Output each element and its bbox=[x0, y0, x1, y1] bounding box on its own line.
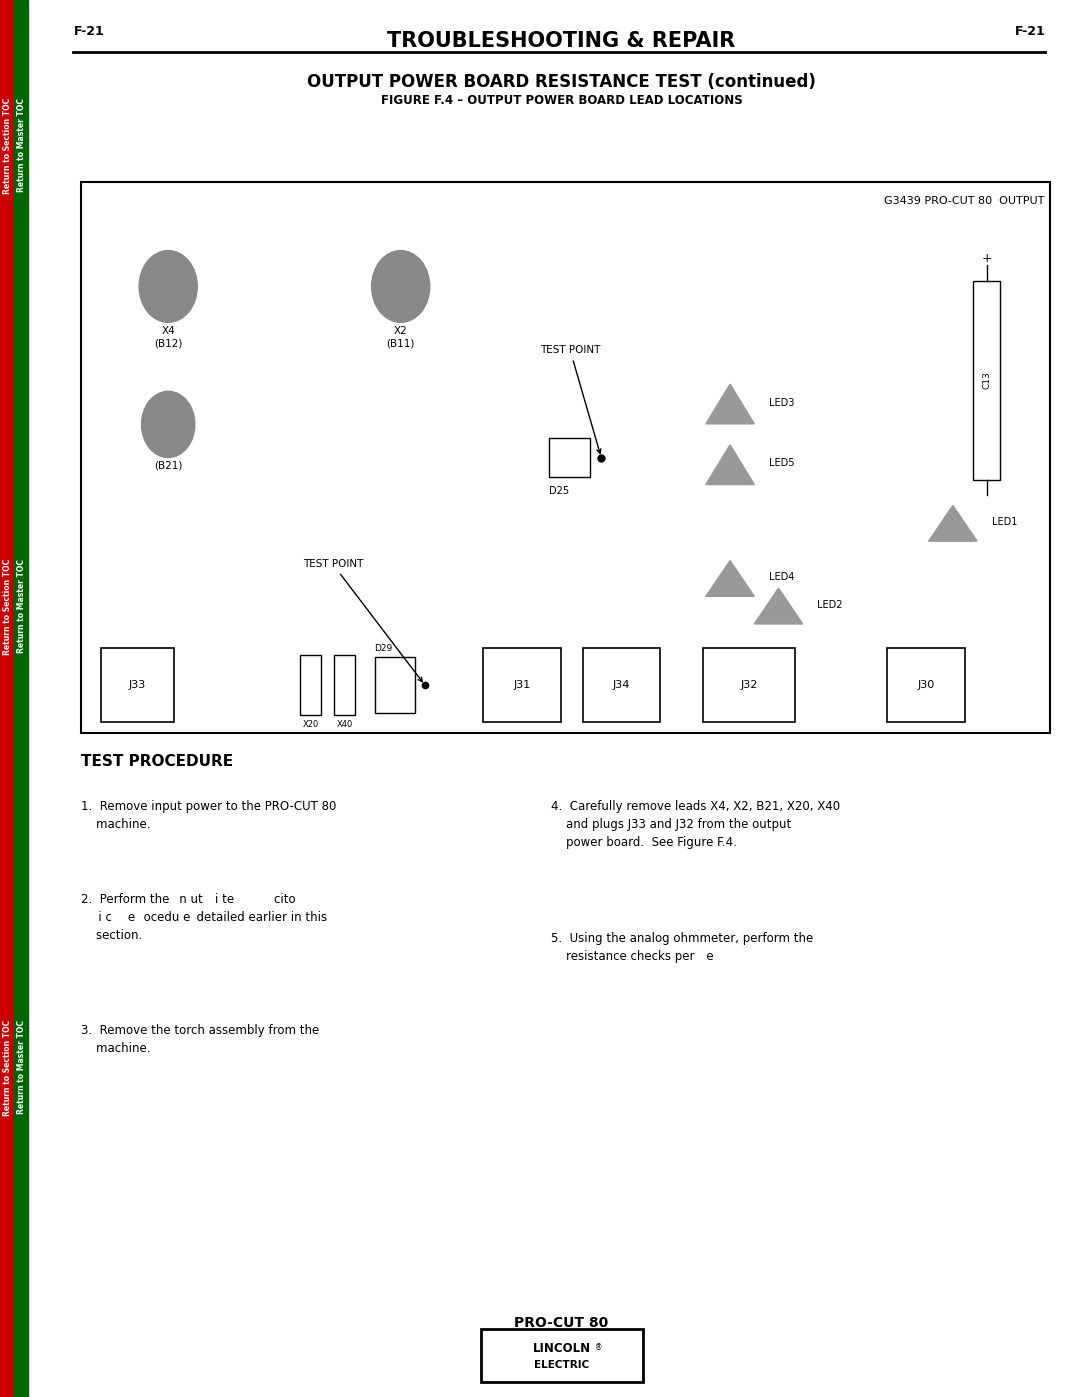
Text: ®: ® bbox=[595, 1343, 603, 1352]
Bar bbox=[81, 182, 1050, 733]
Text: X2
(B11): X2 (B11) bbox=[387, 326, 415, 348]
Text: TEST PROCEDURE: TEST PROCEDURE bbox=[81, 754, 233, 770]
Text: J31: J31 bbox=[513, 680, 530, 690]
Text: J30: J30 bbox=[917, 680, 934, 690]
Ellipse shape bbox=[372, 250, 430, 323]
Polygon shape bbox=[706, 444, 754, 485]
Text: TROUBLESHOOTING & REPAIR: TROUBLESHOOTING & REPAIR bbox=[388, 31, 735, 50]
Text: 4.  Carefully remove leads X4, X2, B21, X20, X40
    and plugs J33 and J32 from : 4. Carefully remove leads X4, X2, B21, X… bbox=[551, 800, 840, 849]
Bar bbox=[703, 648, 796, 722]
Text: 3.  Remove the torch assembly from the
    machine.: 3. Remove the torch assembly from the ma… bbox=[81, 1024, 320, 1055]
Bar bbox=[300, 655, 321, 715]
Text: TEST POINT: TEST POINT bbox=[540, 345, 600, 454]
Bar bbox=[583, 648, 660, 722]
Text: X4
(B12): X4 (B12) bbox=[154, 326, 183, 348]
Text: LED3: LED3 bbox=[769, 398, 794, 408]
Text: D29: D29 bbox=[375, 644, 393, 652]
Text: Return to Master TOC: Return to Master TOC bbox=[16, 559, 26, 652]
Text: 2.  Perform the   n ut    i te           cito
     i c     e   ocedu e  detailed: 2. Perform the n ut i te cito i c e oced… bbox=[81, 893, 327, 942]
Text: F-21: F-21 bbox=[73, 25, 104, 38]
Text: ELECTRIC: ELECTRIC bbox=[534, 1359, 590, 1369]
Text: Return to Master TOC: Return to Master TOC bbox=[16, 1020, 26, 1113]
Text: X40: X40 bbox=[336, 721, 353, 729]
Text: +: + bbox=[982, 253, 993, 265]
Text: LED1: LED1 bbox=[991, 517, 1017, 527]
Bar bbox=[334, 655, 355, 715]
Text: (B21): (B21) bbox=[154, 461, 183, 471]
Text: LED2: LED2 bbox=[818, 599, 842, 610]
Polygon shape bbox=[754, 588, 802, 624]
Bar bbox=[549, 437, 590, 478]
Text: F-21: F-21 bbox=[1015, 25, 1045, 38]
Ellipse shape bbox=[141, 391, 194, 458]
Text: OUTPUT POWER BOARD RESISTANCE TEST (continued): OUTPUT POWER BOARD RESISTANCE TEST (cont… bbox=[307, 73, 816, 91]
Text: LED5: LED5 bbox=[769, 458, 794, 468]
Text: Return to Section TOC: Return to Section TOC bbox=[2, 559, 12, 655]
Text: C13: C13 bbox=[983, 372, 991, 390]
Text: LINCOLN: LINCOLN bbox=[532, 1343, 591, 1355]
Text: LED4: LED4 bbox=[769, 573, 794, 583]
Text: Return to Section TOC: Return to Section TOC bbox=[2, 98, 12, 194]
Text: TEST POINT: TEST POINT bbox=[302, 559, 422, 682]
Bar bbox=[483, 648, 561, 722]
Text: 5.  Using the analog ohmmeter, perform the
    resistance checks per     e: 5. Using the analog ohmmeter, perform th… bbox=[551, 932, 813, 963]
Bar bbox=[375, 657, 415, 712]
Bar bbox=[14, 0, 28, 1397]
Text: X20: X20 bbox=[302, 721, 319, 729]
Polygon shape bbox=[706, 560, 754, 597]
Text: D25: D25 bbox=[549, 486, 569, 496]
Text: J32: J32 bbox=[741, 680, 758, 690]
Polygon shape bbox=[706, 384, 754, 423]
Bar bbox=[973, 281, 1000, 479]
Bar bbox=[481, 1329, 643, 1382]
Text: J33: J33 bbox=[129, 680, 146, 690]
Bar bbox=[887, 648, 964, 722]
Ellipse shape bbox=[139, 250, 198, 323]
Text: J34: J34 bbox=[612, 680, 631, 690]
Text: 1.  Remove input power to the PRO-CUT 80
    machine.: 1. Remove input power to the PRO-CUT 80 … bbox=[81, 800, 336, 831]
Text: PRO-CUT 80: PRO-CUT 80 bbox=[514, 1316, 609, 1330]
Text: Return to Master TOC: Return to Master TOC bbox=[16, 98, 26, 191]
Text: FIGURE F.4 – OUTPUT POWER BOARD LEAD LOCATIONS: FIGURE F.4 – OUTPUT POWER BOARD LEAD LOC… bbox=[381, 94, 742, 106]
Bar bbox=[0, 0, 14, 1397]
Text: Return to Section TOC: Return to Section TOC bbox=[2, 1020, 12, 1116]
Polygon shape bbox=[929, 506, 977, 541]
Bar bbox=[100, 648, 174, 722]
Text: G3439 PRO-CUT 80  OUTPUT: G3439 PRO-CUT 80 OUTPUT bbox=[885, 196, 1044, 205]
